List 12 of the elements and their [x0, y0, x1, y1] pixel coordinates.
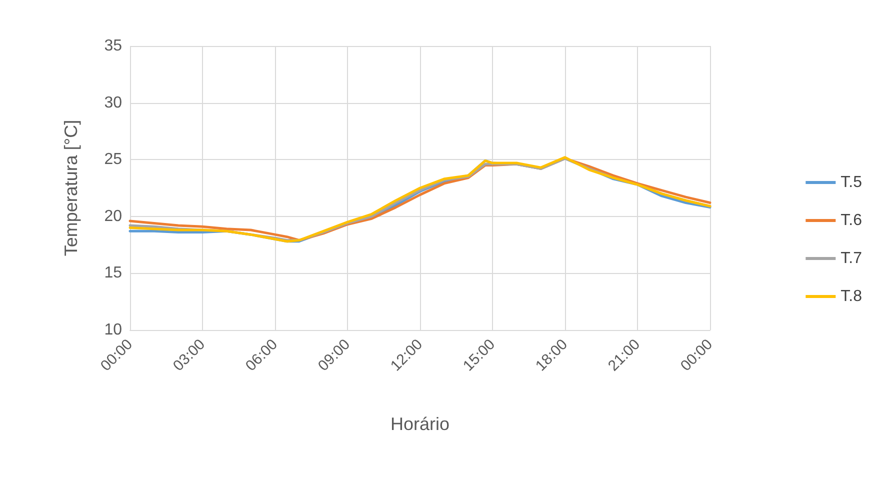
y-tick-label: 35	[104, 38, 122, 54]
y-tick-label: 15	[104, 264, 122, 282]
y-tick-label: 10	[104, 322, 122, 338]
y-tick-label: 30	[104, 94, 122, 112]
x-axis-title: Horário	[390, 414, 450, 434]
y-tick-label: 25	[104, 151, 122, 168]
legend-label: T.6	[840, 212, 862, 229]
y-axis-title: Temperatura [°C]	[61, 120, 81, 256]
legend-label: T.7	[840, 250, 862, 267]
legend-label: T.5	[840, 174, 862, 191]
y-tick-label: 20	[104, 208, 122, 225]
legend-label: T.8	[840, 288, 862, 305]
